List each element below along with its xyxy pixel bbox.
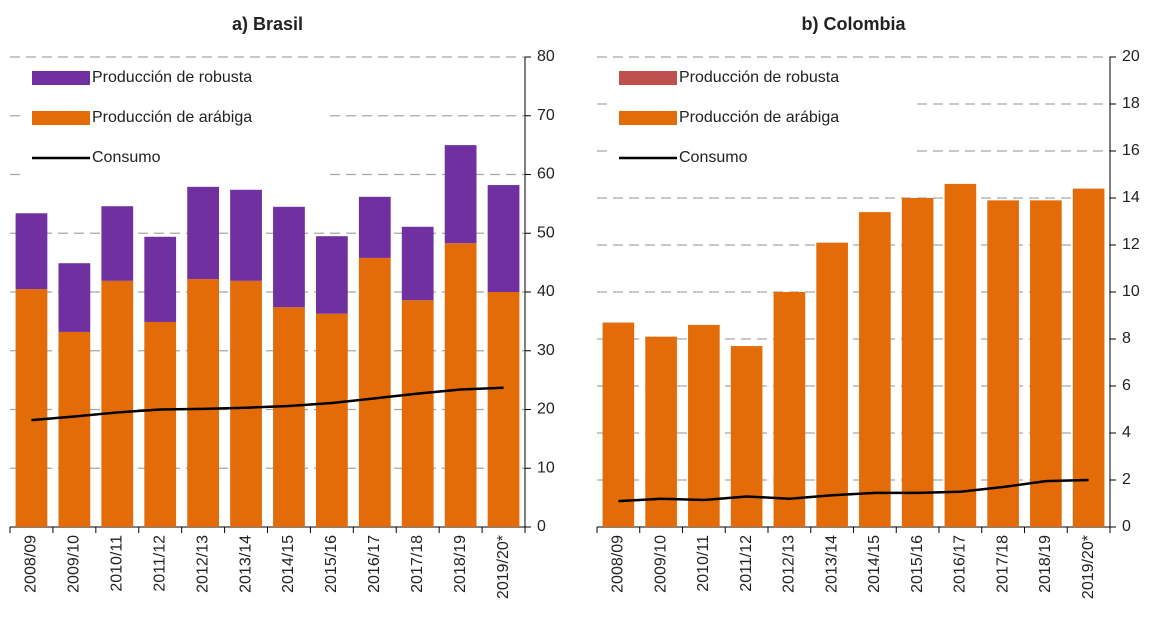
legend-swatch	[619, 111, 677, 125]
bar	[273, 307, 305, 527]
bar	[315, 313, 348, 527]
y-tick-label: 14	[1122, 189, 1140, 206]
bar	[944, 183, 977, 527]
bar	[487, 185, 520, 292]
bar	[15, 289, 48, 527]
bar	[1072, 188, 1105, 527]
bar	[58, 331, 91, 527]
chart-title: b) Colombia	[802, 14, 907, 34]
bar	[144, 236, 177, 322]
y-tick-label: 16	[1122, 142, 1140, 159]
x-tick-label: 2008/09	[23, 535, 40, 593]
y-tick-label: 30	[537, 342, 555, 359]
bar	[645, 336, 677, 527]
chart-title: a) Brasil	[232, 14, 303, 34]
x-tick-label: 2011/12	[738, 535, 755, 592]
x-tick-label: 2018/19	[1037, 535, 1054, 593]
y-tick-label: 12	[1122, 236, 1140, 253]
bar	[487, 292, 520, 527]
legend-label: Consumo	[679, 149, 748, 166]
bar	[987, 200, 1019, 527]
x-tick-label: 2016/17	[366, 535, 383, 593]
bar	[358, 257, 391, 527]
bar	[401, 226, 434, 301]
legend-swatch	[619, 71, 677, 85]
bar	[230, 280, 262, 527]
legend-swatch	[32, 111, 90, 125]
x-tick-label: 2018/19	[452, 535, 469, 593]
y-tick-label: 10	[1122, 283, 1140, 300]
y-tick-label: 50	[537, 224, 555, 241]
x-tick-label: 2017/18	[409, 535, 426, 593]
bar	[230, 189, 262, 281]
bar	[1030, 200, 1062, 527]
y-tick-label: 2	[1122, 471, 1131, 488]
y-tick-label: 60	[537, 166, 555, 183]
bar	[730, 346, 763, 527]
bar	[101, 280, 134, 527]
bar	[859, 212, 891, 527]
x-tick-label: 2008/09	[610, 535, 627, 593]
x-tick-label: 2009/10	[652, 535, 669, 593]
x-tick-label: 2019/20*	[495, 535, 512, 599]
bar	[187, 279, 220, 527]
y-tick-label: 20	[1122, 48, 1140, 65]
y-tick-label: 40	[537, 283, 555, 300]
legend-label: Consumo	[92, 149, 161, 166]
x-tick-label: 2013/14	[237, 535, 254, 593]
legend-label: Producción de arábiga	[92, 109, 252, 126]
x-tick-label: 2019/20*	[1080, 535, 1097, 599]
x-tick-label: 2012/13	[781, 535, 798, 593]
x-tick-label: 2010/11	[109, 535, 126, 592]
x-tick-label: 2014/15	[866, 535, 883, 593]
y-tick-label: 80	[537, 48, 555, 65]
bar	[444, 243, 477, 528]
bar	[773, 292, 806, 527]
bar	[315, 236, 348, 314]
x-tick-label: 2014/15	[280, 535, 297, 593]
x-tick-label: 2013/14	[823, 535, 840, 593]
legend-swatch	[32, 71, 90, 85]
legend-label: Producción de arábiga	[679, 109, 839, 126]
bar	[15, 213, 48, 290]
x-tick-label: 2009/10	[66, 535, 83, 593]
y-tick-label: 8	[1122, 330, 1131, 347]
y-tick-label: 10	[537, 459, 555, 476]
bar	[401, 300, 434, 527]
bar	[901, 198, 934, 527]
bar	[444, 145, 477, 244]
bar	[101, 206, 134, 281]
bar	[688, 324, 720, 527]
y-tick-label: 20	[537, 401, 555, 418]
bar	[358, 196, 391, 258]
bar	[273, 206, 305, 308]
x-tick-label: 2010/11	[695, 535, 712, 592]
line	[31, 386, 504, 422]
x-tick-label: 2012/13	[194, 535, 211, 593]
bar	[602, 322, 635, 527]
x-tick-label: 2015/16	[909, 535, 926, 593]
y-tick-label: 70	[537, 107, 555, 124]
y-tick-label: 4	[1122, 424, 1131, 441]
bar	[816, 242, 848, 527]
y-tick-label: 0	[1122, 518, 1131, 535]
y-tick-label: 6	[1122, 377, 1131, 394]
x-tick-label: 2016/17	[952, 535, 969, 593]
bar	[58, 263, 91, 332]
bar	[144, 321, 177, 527]
x-tick-label: 2015/16	[323, 535, 340, 593]
bar	[187, 186, 220, 280]
legend-label: Producción de robusta	[92, 69, 252, 86]
line	[618, 478, 1089, 503]
y-tick-label: 0	[537, 518, 546, 535]
x-tick-label: 2017/18	[994, 535, 1011, 593]
x-tick-label: 2011/12	[151, 535, 168, 592]
y-tick-label: 18	[1122, 95, 1140, 112]
legend-label: Producción de robusta	[679, 69, 839, 86]
